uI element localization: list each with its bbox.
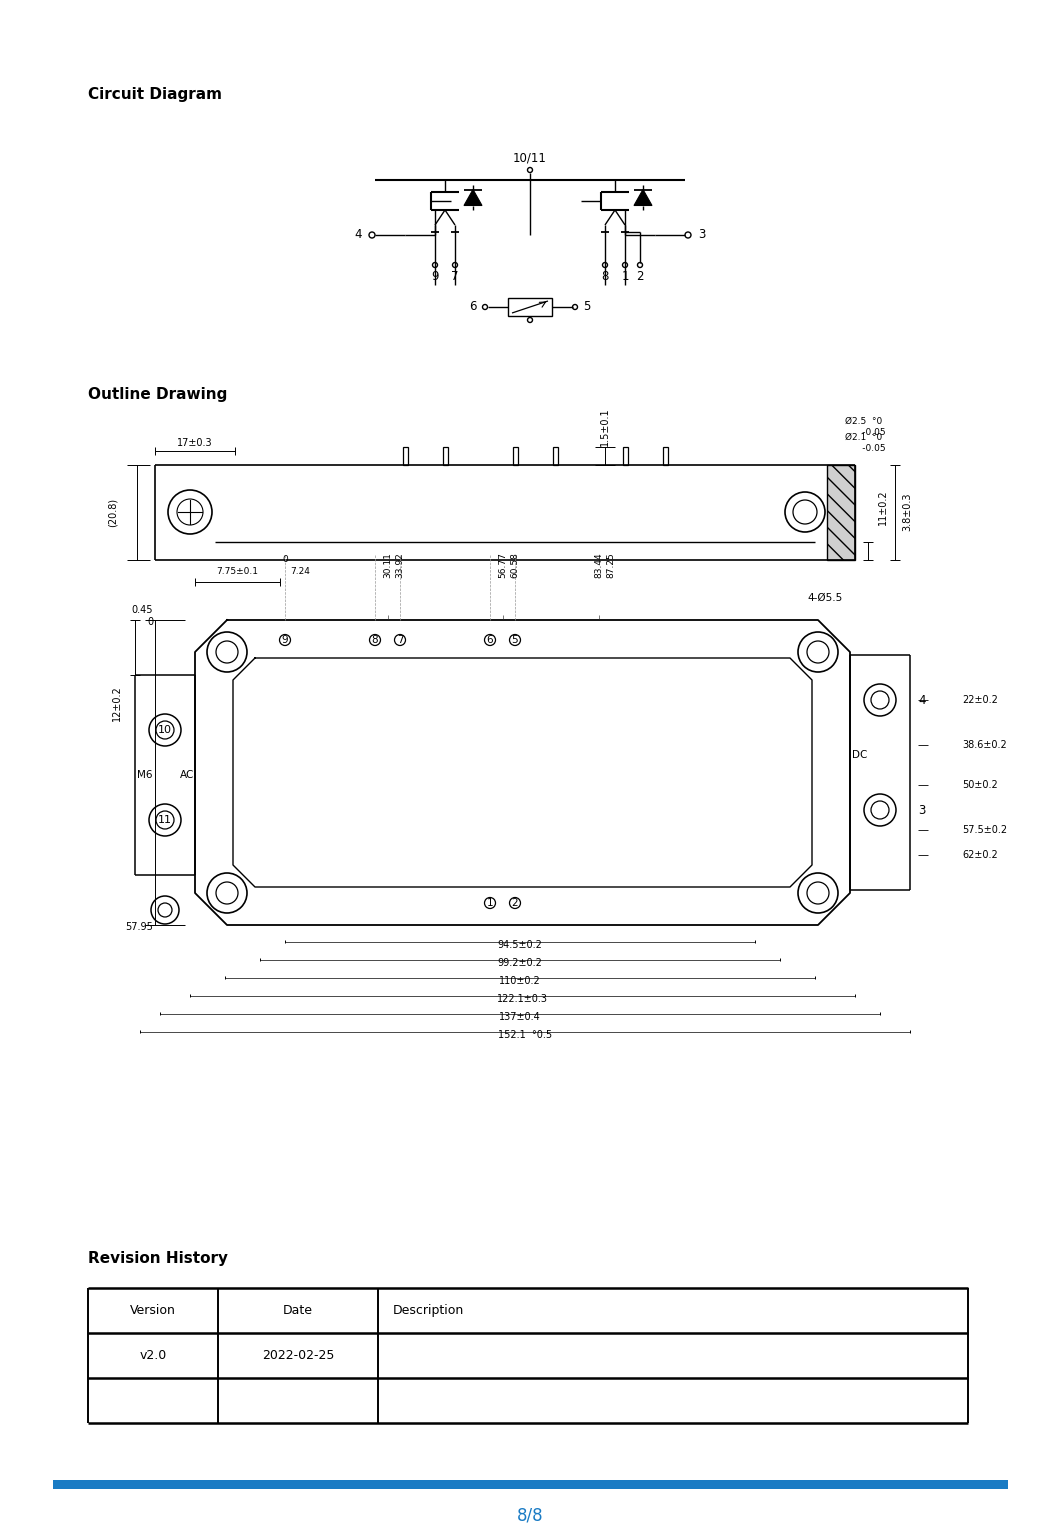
Text: 30.11: 30.11 bbox=[384, 553, 392, 579]
Text: AC: AC bbox=[180, 771, 194, 780]
Text: 122.1±0.3: 122.1±0.3 bbox=[497, 995, 548, 1004]
Polygon shape bbox=[634, 189, 652, 206]
Text: 6: 6 bbox=[487, 635, 493, 645]
Text: 8/8: 8/8 bbox=[516, 1506, 544, 1524]
Text: 4: 4 bbox=[354, 229, 361, 241]
Text: Version: Version bbox=[130, 1305, 176, 1317]
Text: 0.45: 0.45 bbox=[131, 605, 153, 616]
Text: 56.77: 56.77 bbox=[498, 553, 508, 579]
Text: (20.8): (20.8) bbox=[108, 497, 118, 527]
Text: 110±0.2: 110±0.2 bbox=[499, 976, 541, 985]
Text: 7.24: 7.24 bbox=[290, 568, 310, 577]
Text: v2.0: v2.0 bbox=[139, 1349, 166, 1362]
Text: 2: 2 bbox=[512, 898, 518, 909]
Text: 1: 1 bbox=[621, 270, 629, 284]
Text: 11: 11 bbox=[158, 815, 172, 824]
Text: 60.58: 60.58 bbox=[511, 553, 519, 579]
Text: 6: 6 bbox=[470, 301, 477, 313]
Text: 7.75±0.1: 7.75±0.1 bbox=[216, 568, 258, 577]
Text: 57.95: 57.95 bbox=[125, 923, 153, 932]
Text: 152.1  °0.5: 152.1 °0.5 bbox=[498, 1030, 552, 1041]
Text: 5: 5 bbox=[583, 301, 590, 313]
Text: 4: 4 bbox=[918, 694, 925, 706]
Bar bbox=[508, 298, 552, 316]
Text: 62±0.2: 62±0.2 bbox=[962, 850, 997, 860]
Text: 0: 0 bbox=[147, 617, 153, 626]
Text: Circuit Diagram: Circuit Diagram bbox=[88, 87, 222, 103]
Text: 38.6±0.2: 38.6±0.2 bbox=[962, 740, 1007, 751]
Text: 11±0.2: 11±0.2 bbox=[878, 490, 888, 525]
Text: 7: 7 bbox=[396, 635, 403, 645]
Bar bbox=[622, 447, 628, 465]
Text: 1: 1 bbox=[487, 898, 493, 909]
Text: 99.2±0.2: 99.2±0.2 bbox=[497, 958, 543, 969]
Text: 3: 3 bbox=[699, 229, 706, 241]
Text: 7: 7 bbox=[452, 270, 459, 284]
Text: Ø2.1  °0
      -0.05: Ø2.1 °0 -0.05 bbox=[845, 433, 885, 453]
Text: Date: Date bbox=[283, 1305, 313, 1317]
Text: 9: 9 bbox=[282, 635, 288, 645]
Text: 57.5±0.2: 57.5±0.2 bbox=[962, 824, 1007, 835]
Bar bbox=[662, 447, 668, 465]
Bar bbox=[512, 447, 517, 465]
Text: 87.25: 87.25 bbox=[606, 553, 616, 577]
Bar bbox=[53, 1480, 1008, 1489]
Polygon shape bbox=[464, 189, 482, 206]
Text: Revision History: Revision History bbox=[88, 1251, 228, 1265]
Bar bbox=[552, 447, 558, 465]
Text: M6: M6 bbox=[137, 771, 153, 780]
Text: 3.8±0.3: 3.8±0.3 bbox=[902, 493, 912, 531]
Bar bbox=[403, 447, 407, 465]
Text: 10/11: 10/11 bbox=[513, 152, 547, 164]
Text: Outline Drawing: Outline Drawing bbox=[88, 387, 228, 402]
Text: 2: 2 bbox=[636, 270, 643, 284]
Text: 2022-02-25: 2022-02-25 bbox=[262, 1349, 334, 1362]
Text: Description: Description bbox=[393, 1305, 464, 1317]
Text: 9: 9 bbox=[431, 270, 439, 284]
Text: 17±0.3: 17±0.3 bbox=[177, 437, 213, 448]
Bar bbox=[442, 447, 447, 465]
Text: 50±0.2: 50±0.2 bbox=[962, 780, 997, 791]
Text: 94.5±0.2: 94.5±0.2 bbox=[497, 939, 543, 950]
Text: 8: 8 bbox=[601, 270, 608, 284]
Text: 1.5±0.1: 1.5±0.1 bbox=[600, 408, 609, 447]
Text: 137±0.4: 137±0.4 bbox=[499, 1012, 541, 1022]
Text: 5: 5 bbox=[512, 635, 518, 645]
Text: Ø2.5  °0
      -0.05: Ø2.5 °0 -0.05 bbox=[845, 418, 885, 436]
Bar bbox=[827, 465, 855, 560]
Text: 83.44: 83.44 bbox=[595, 553, 603, 577]
Text: 33.92: 33.92 bbox=[395, 553, 405, 577]
Text: 10: 10 bbox=[158, 725, 172, 735]
Text: 12±0.2: 12±0.2 bbox=[112, 685, 122, 721]
Text: 22±0.2: 22±0.2 bbox=[962, 695, 997, 705]
Text: 3: 3 bbox=[918, 803, 925, 817]
Text: 8: 8 bbox=[372, 635, 378, 645]
Text: 4-Ø5.5: 4-Ø5.5 bbox=[808, 593, 843, 603]
Text: DC: DC bbox=[852, 751, 868, 760]
Text: 0: 0 bbox=[282, 556, 288, 565]
